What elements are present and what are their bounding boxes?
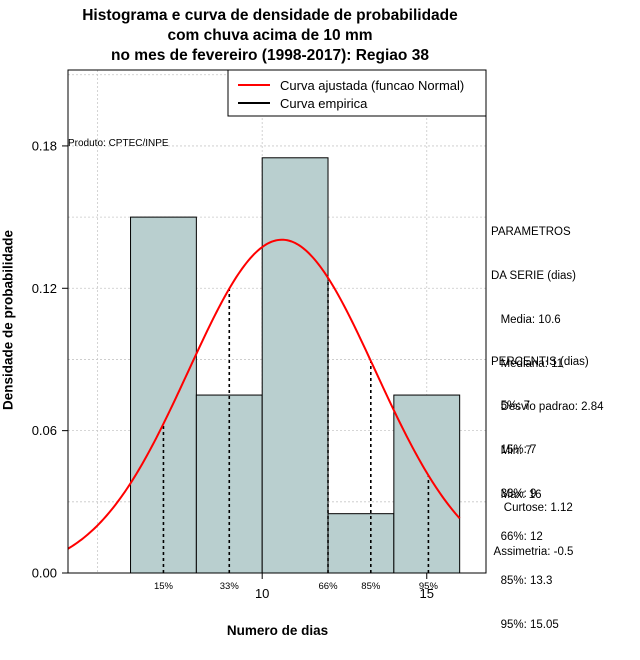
percentile-marker-label: 66% (319, 581, 339, 592)
percentile-markers: 15% 33% 66% 85% 95% (154, 277, 439, 592)
histogram-bar (393, 394, 461, 574)
percentile-marker-label: 85% (361, 581, 381, 592)
parametros-line: Mediana: 11 (491, 357, 564, 370)
x-tick-label: 15 (420, 586, 434, 601)
legend-box (227, 69, 487, 117)
y-tick-label: 0.06 (32, 423, 57, 438)
x-axis-label: Numero de dias (226, 623, 329, 638)
parametros-line: Desvio padrao: 2.84 (491, 401, 604, 414)
percentis-line: 33%: 9 (491, 487, 537, 500)
percentis-line: 15%: 7 (491, 443, 537, 456)
percentile-marker-label: 15% (154, 581, 174, 592)
parametros-line: Min: 7 (491, 445, 532, 458)
percentis-line: 66%: 12 (491, 531, 543, 544)
normal-curve-layer (67, 238, 461, 550)
chart-title-line-1: Histograma e curva de densidade de proba… (82, 7, 458, 24)
normal-curve-line (67, 238, 461, 550)
percentile-marker-label: 95% (419, 581, 439, 592)
chart-title-line-2: com chuva acima de 10 mm (167, 27, 373, 44)
y-tick-label: 0.12 (32, 281, 57, 296)
percentile-marker-label: 33% (220, 581, 240, 592)
parametros-line: DA SERIE (dias) (491, 269, 576, 282)
y-axis-label: Densidade de probabilidade (0, 229, 16, 411)
percentis-line: 5%: 7 (491, 399, 530, 412)
histogram-bar (130, 216, 197, 574)
percentis-line: 95%: 15.05 (491, 618, 559, 631)
percentis-block: PERCENTIS (dias) 5%: 7 15%: 7 33%: 9 66%… (491, 326, 589, 647)
product-credit: Produto: CPTEC/INPE (68, 138, 169, 149)
parametros-line: PARAMETROS (491, 226, 571, 239)
histogram-bar (261, 157, 329, 574)
parametros-line: Media: 10.6 (491, 313, 561, 326)
assimetria-line: Assimetria: -0.5 (491, 545, 574, 558)
histogram-bar (195, 394, 263, 574)
legend-label: Curva ajustada (funcao Normal) (280, 78, 464, 93)
percentis-line: 85%: 13.3 (491, 575, 553, 588)
parametros-block: PARAMETROS DA SERIE (dias) Media: 10.6 M… (491, 196, 604, 517)
histogram-bars (130, 157, 461, 574)
curtose-line: Curtose: 1.12 (491, 502, 573, 515)
y-tick-label: 0.18 (32, 138, 57, 153)
chart-title-line-3: no mes de fevereiro (1998-2017): Regiao … (111, 47, 429, 64)
legend: Curva ajustada (funcao Normal) Curva empi… (227, 69, 487, 117)
histogram-bar (327, 513, 395, 574)
x-tick-label: 10 (255, 586, 269, 601)
stats-block: Curtose: 1.12 Assimetria: -0.5 (491, 472, 574, 574)
axes: 0.00 0.06 0.12 0.18 10 15 (32, 69, 487, 601)
legend-label: Curva empirica (280, 96, 368, 111)
percentis-line: PERCENTIS (dias) (491, 356, 589, 369)
y-tick-label: 0.00 (32, 566, 57, 581)
parametros-line: Max: 16 (491, 488, 542, 501)
